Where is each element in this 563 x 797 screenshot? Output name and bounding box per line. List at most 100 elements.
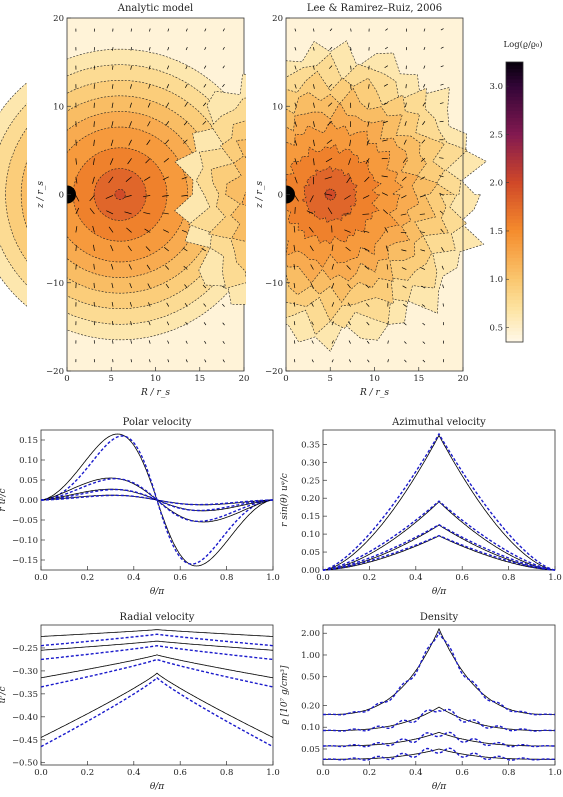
arrow-mark	[331, 244, 334, 252]
y-tick-label: −0.15	[12, 556, 38, 566]
arrow-mark	[222, 28, 225, 32]
line-4-series-3-sim	[323, 534, 555, 571]
colorbar-cell	[506, 135, 523, 140]
colorbar-cell	[506, 230, 523, 235]
arrow-mark	[401, 249, 407, 252]
arrow-mark	[145, 246, 151, 252]
arrow-mark	[293, 263, 296, 270]
line-6-title: Density	[420, 612, 459, 623]
line-4-series-2-sim	[322, 523, 556, 571]
arrow-mark	[294, 65, 297, 70]
arrow-mark	[129, 121, 132, 127]
line-3-series-2-sim	[41, 488, 273, 512]
colorbar-cell	[506, 338, 523, 343]
panel-0-mask	[27, 16, 67, 373]
arrow-mark	[367, 359, 370, 363]
arrow-mark	[329, 28, 333, 32]
arrow-mark	[130, 28, 132, 32]
arrow-mark	[203, 102, 207, 107]
colorbar-cell	[506, 279, 523, 284]
y-tick-label: 0.15	[19, 436, 38, 446]
arrow-mark	[403, 322, 407, 326]
arrow-mark	[423, 84, 426, 88]
arrow-mark	[127, 245, 132, 252]
arrow-mark	[347, 302, 351, 307]
arrow-mark	[181, 176, 188, 180]
arrow-mark	[404, 341, 407, 344]
arrow-mark	[108, 226, 114, 233]
colorbar-cell	[506, 132, 523, 137]
arrow-mark	[329, 46, 333, 51]
arrow-mark	[308, 226, 314, 233]
colorbar-cell	[506, 328, 523, 333]
arrow-mark	[311, 359, 314, 363]
colorbar-cell	[506, 188, 523, 193]
x-tick-label: 0.4	[409, 573, 423, 583]
colorbar-cell	[506, 331, 523, 336]
arrow-mark	[183, 121, 188, 126]
colorbar-cell	[506, 191, 523, 196]
panel-1-arrows	[293, 28, 445, 363]
x-tick-label: 20	[239, 374, 250, 384]
arrow-mark	[130, 359, 132, 363]
arrow-mark	[402, 158, 407, 164]
arrow-mark	[222, 359, 225, 363]
line-4-series-0-sim	[322, 432, 556, 571]
arrow-mark	[148, 47, 151, 51]
arrow-mark	[147, 283, 151, 289]
colorbar-cell	[506, 139, 523, 144]
arrow-mark	[327, 102, 333, 107]
arrow-mark	[130, 321, 132, 326]
colorbar-cell	[506, 254, 523, 259]
arrow-mark	[423, 65, 426, 69]
arrow-mark	[348, 321, 351, 326]
arrow-mark	[222, 83, 225, 88]
arrow-mark	[294, 121, 297, 127]
arrow-mark	[166, 84, 170, 89]
arrow-mark	[384, 65, 388, 69]
x-tick-label: 0	[283, 374, 288, 384]
arrow-mark	[167, 47, 170, 51]
arrow-mark	[111, 121, 114, 128]
arrow-mark	[124, 195, 132, 198]
arrow-mark	[440, 228, 444, 233]
arrow-mark	[404, 359, 407, 363]
arrow-mark	[166, 302, 170, 307]
arrow-mark	[422, 102, 426, 107]
arrow-mark	[148, 340, 151, 344]
arrow-mark	[344, 195, 351, 200]
arrow-mark	[203, 303, 207, 307]
arrow-mark	[181, 229, 188, 233]
y-tick-label: 0.20	[301, 494, 320, 504]
colorbar-cell	[506, 335, 523, 340]
arrow-mark	[183, 139, 188, 144]
arrow-mark	[367, 121, 370, 127]
y-tick-label: 20	[272, 14, 283, 24]
x-tick-label: 1.0	[548, 768, 562, 778]
arrow-mark	[145, 158, 151, 164]
colorbar	[506, 62, 523, 343]
arrow-mark	[328, 65, 333, 69]
arrow-mark	[420, 176, 426, 180]
arrow-mark	[75, 245, 77, 252]
arrow-mark	[203, 322, 207, 326]
y-tick-label: 0.05	[301, 745, 320, 755]
arrow-mark	[384, 227, 389, 233]
arrow-mark	[293, 244, 296, 252]
arrow-mark	[202, 284, 207, 289]
arrow-mark	[148, 65, 151, 70]
x-tick-label: 0.8	[502, 768, 516, 778]
arrow-mark	[111, 282, 114, 289]
line-3-ylabel: r uᶠ/c	[0, 488, 8, 511]
arrow-mark	[222, 340, 225, 344]
arrow-mark	[439, 192, 444, 196]
colorbar-cell	[506, 142, 523, 147]
arrow-mark	[293, 302, 296, 307]
arrow-mark	[130, 340, 132, 344]
x-tick-label: 0.6	[455, 768, 469, 778]
y-tick-label: 0	[278, 191, 283, 201]
colorbar-cell	[506, 209, 523, 214]
arrow-mark	[129, 283, 132, 289]
arrow-mark	[105, 195, 114, 199]
arrow-mark	[439, 157, 444, 159]
